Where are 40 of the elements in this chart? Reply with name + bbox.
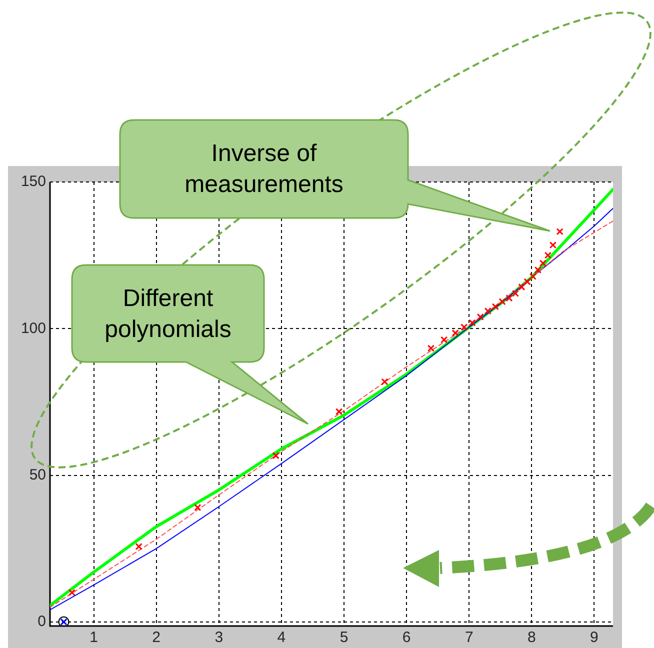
x-tick-label: 4 — [277, 629, 286, 646]
y-tick-label: 150 — [20, 173, 46, 190]
point — [556, 228, 564, 236]
point — [484, 307, 492, 315]
y-tick-label: 0 — [38, 613, 46, 630]
point — [524, 278, 531, 286]
point — [335, 408, 343, 416]
point — [539, 260, 547, 267]
x-tick-label: 8 — [528, 629, 536, 646]
point — [529, 272, 537, 280]
point — [549, 241, 557, 249]
point — [512, 290, 519, 298]
point — [452, 329, 459, 337]
x-tick-label: 6 — [402, 629, 411, 646]
x-tick-label: 1 — [90, 629, 98, 646]
point — [518, 283, 526, 291]
x-tick-label: 7 — [464, 629, 474, 646]
point — [544, 252, 552, 259]
point — [506, 294, 513, 302]
annotation: Inverse of measurements — [184, 139, 344, 200]
point — [498, 298, 506, 306]
y-tick-label: 100 — [20, 320, 46, 337]
point — [272, 452, 280, 460]
x-tick-label: 5 — [340, 629, 348, 646]
point — [381, 378, 388, 386]
point — [534, 266, 542, 274]
point — [427, 344, 435, 352]
annotation: Different polynomials — [104, 284, 232, 344]
y-tick-label: 50 — [29, 466, 46, 484]
point — [492, 303, 499, 310]
point — [476, 313, 484, 320]
point — [194, 504, 202, 512]
x-tick-label: 2 — [152, 629, 161, 646]
point — [460, 324, 468, 331]
point — [440, 336, 448, 344]
x-tick-label: 3 — [214, 629, 224, 646]
point — [468, 319, 476, 326]
point — [68, 588, 76, 596]
x-tick-label: 9 — [590, 629, 598, 646]
point — [135, 542, 142, 550]
